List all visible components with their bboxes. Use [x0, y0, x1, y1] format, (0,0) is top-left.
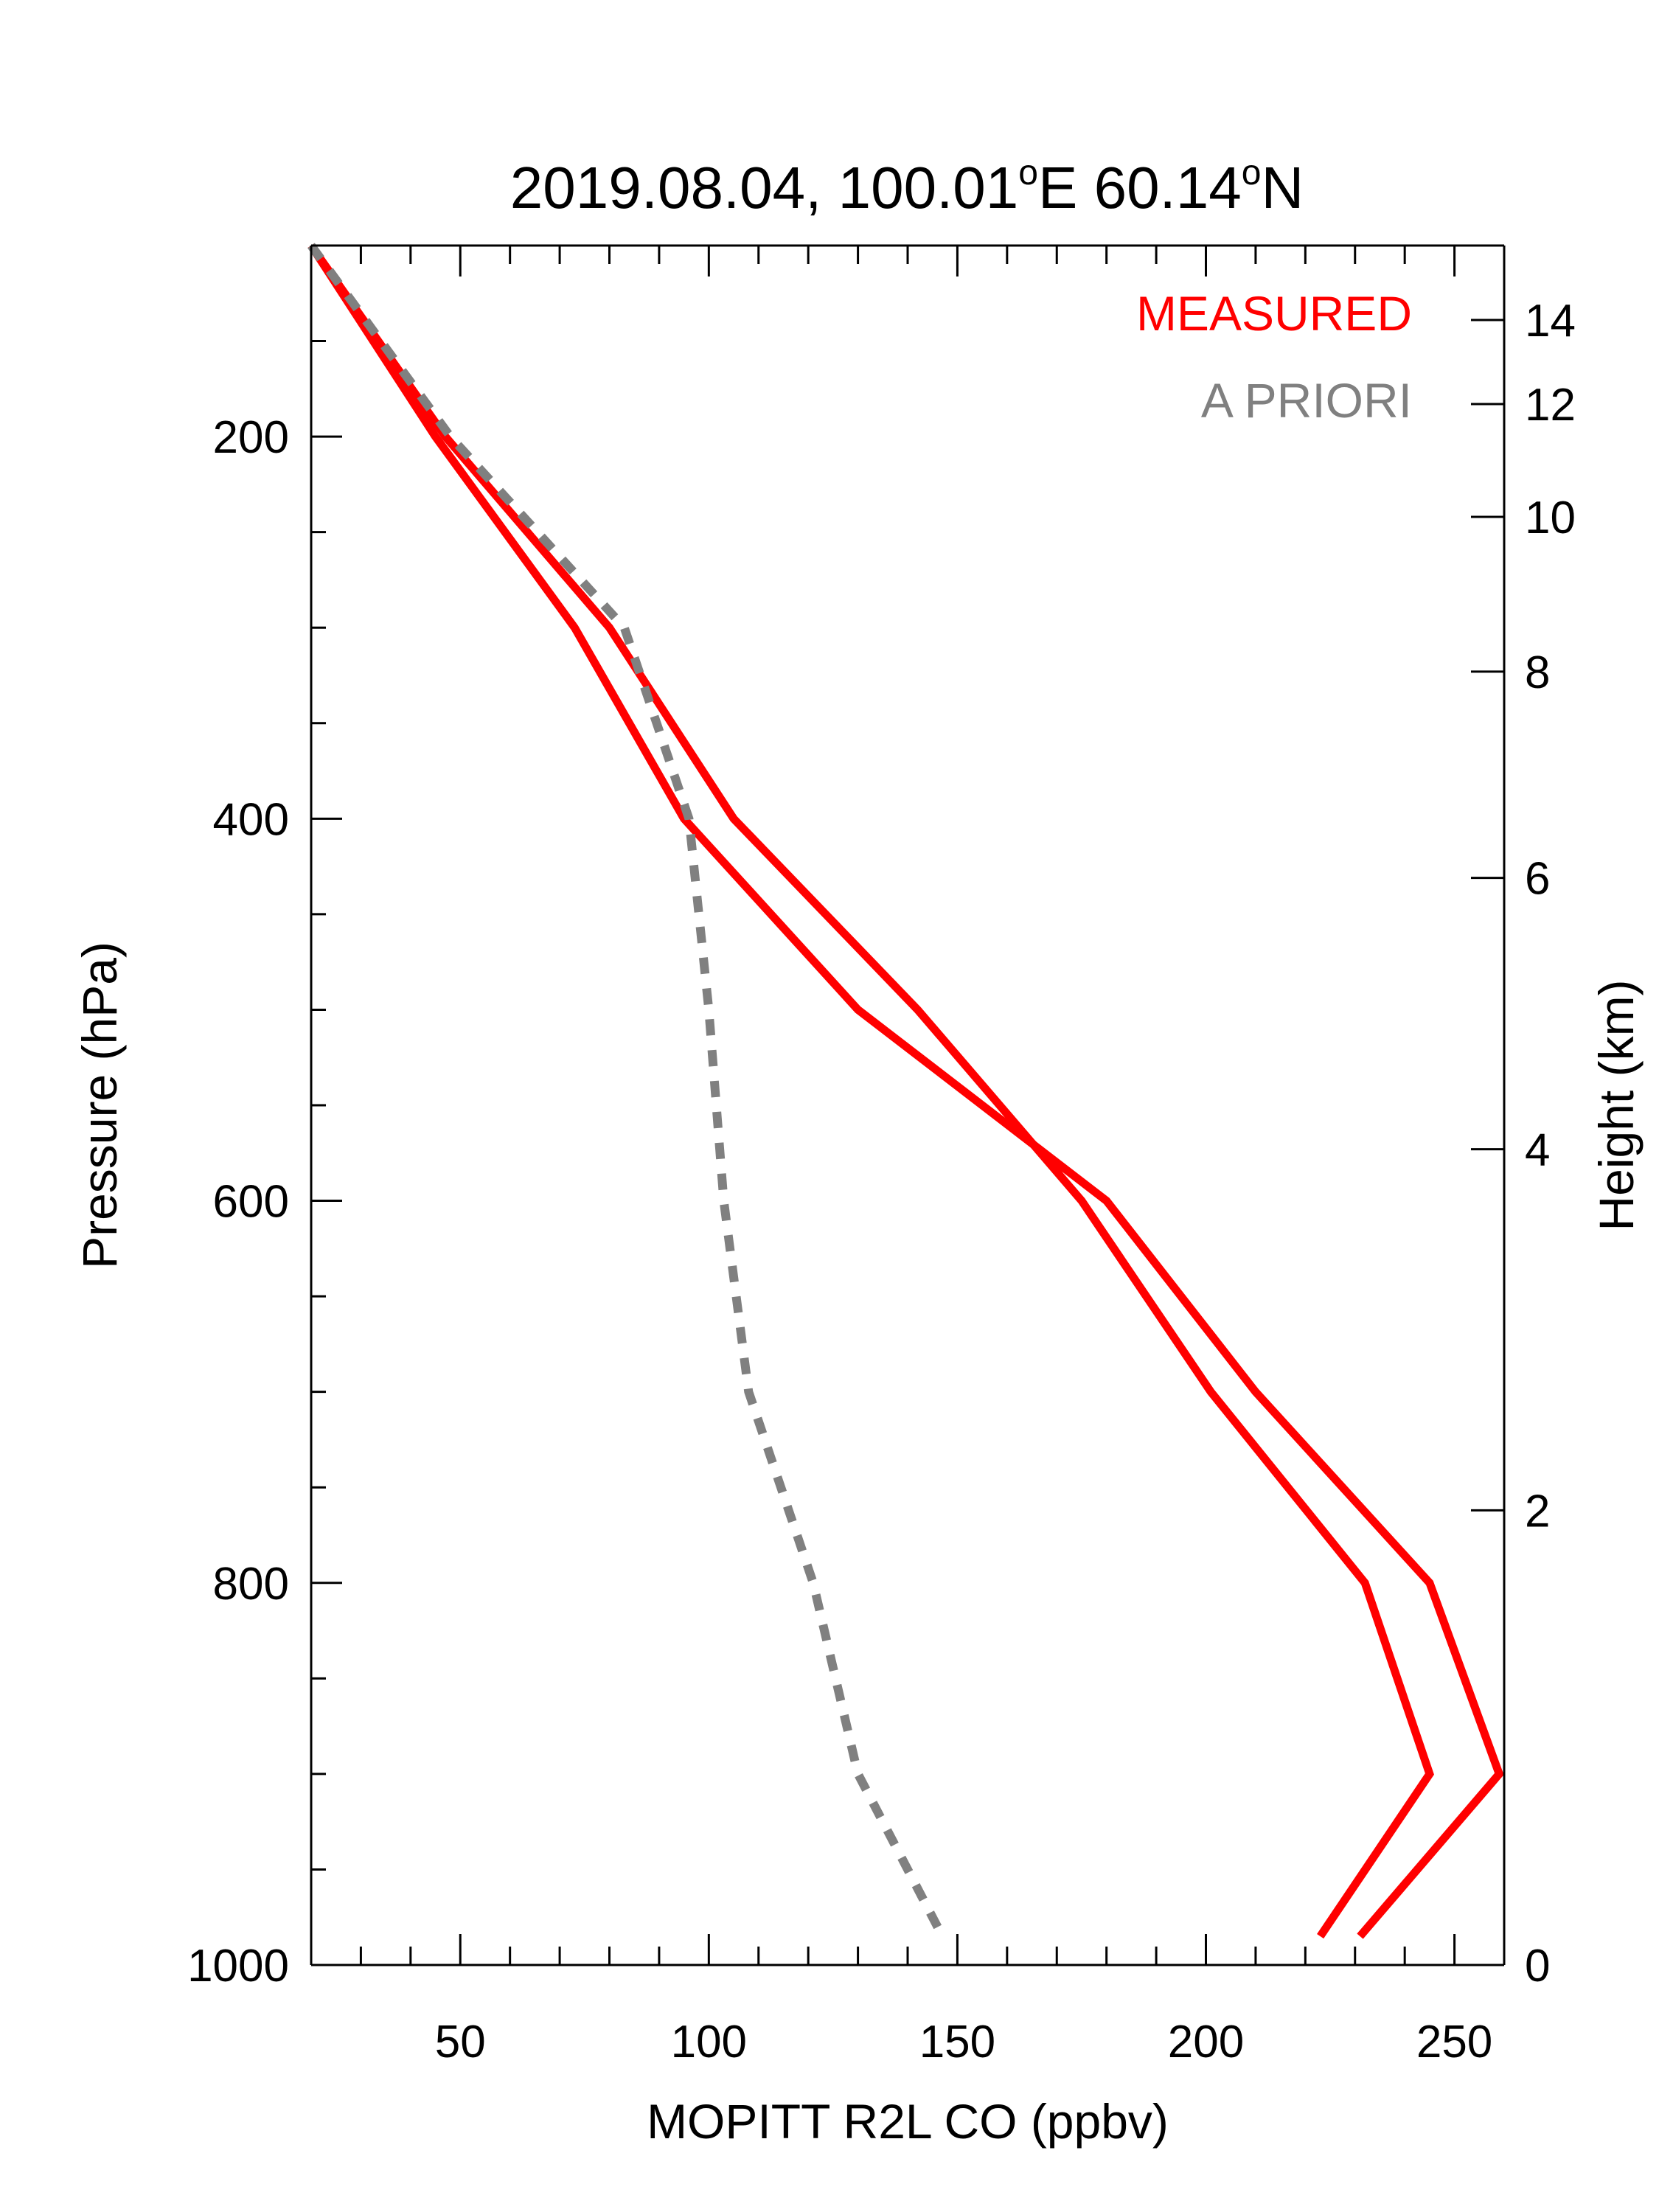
series-line-3: [307, 243, 947, 1938]
height-tick-label: 10: [1525, 493, 1576, 543]
legend: MEASURED A PRIORI: [1136, 286, 1412, 428]
legend-entry: MEASURED: [1136, 286, 1412, 341]
y-tick-label: 400: [213, 794, 289, 845]
height-tick-label: 2: [1525, 1486, 1550, 1537]
x-axis-title: MOPITT R2L CO (ppbv): [647, 2094, 1169, 2149]
y-tick-label: 800: [213, 1559, 289, 1610]
title-segment: 2019.08.04, 100.01: [510, 155, 1019, 220]
height-tick-label: 14: [1525, 296, 1576, 347]
title-segment: E 60.14: [1038, 155, 1242, 220]
plot-lines: [307, 243, 1504, 1939]
y-axis-title: Pressure (hPa): [72, 942, 127, 1269]
x-tick-label: 100: [671, 2017, 747, 2067]
height-tick-label: 0: [1525, 1941, 1550, 1992]
height-tick-label: 12: [1525, 380, 1576, 431]
axes: 50 100 150 200 250 200 400 600 800 1000 14 12 10 8 6 4 2…: [187, 244, 1576, 2067]
x-tick-label: 250: [1416, 2017, 1492, 2067]
legend-entry: A PRIORI: [1201, 373, 1412, 428]
title-degree-symbol: o: [1242, 153, 1262, 192]
y-tick-label: 200: [213, 412, 289, 463]
height-tick-label: 4: [1525, 1125, 1550, 1176]
title-degree-symbol: o: [1018, 153, 1038, 192]
right-axis-title: Height (km): [1589, 979, 1644, 1231]
x-tick-label: 200: [1168, 2017, 1244, 2067]
x-tick-label: 50: [435, 2017, 486, 2067]
x-tick-label: 150: [919, 2017, 995, 2067]
title-segment: N: [1261, 155, 1304, 220]
y-tick-label: 600: [213, 1177, 289, 1228]
height-tick-label: 6: [1525, 854, 1550, 905]
series-line-2: [307, 243, 1504, 1939]
height-tick-label: 8: [1525, 647, 1550, 698]
chart-title: 2019.08.04, 100.01oE 60.14oN: [510, 153, 1304, 220]
y-tick-label: 1000: [187, 1941, 289, 1992]
labels: 2019.08.04, 100.01oE 60.14oN MOPITT R2L …: [72, 153, 1644, 2149]
series-line-1: [307, 243, 1434, 1939]
